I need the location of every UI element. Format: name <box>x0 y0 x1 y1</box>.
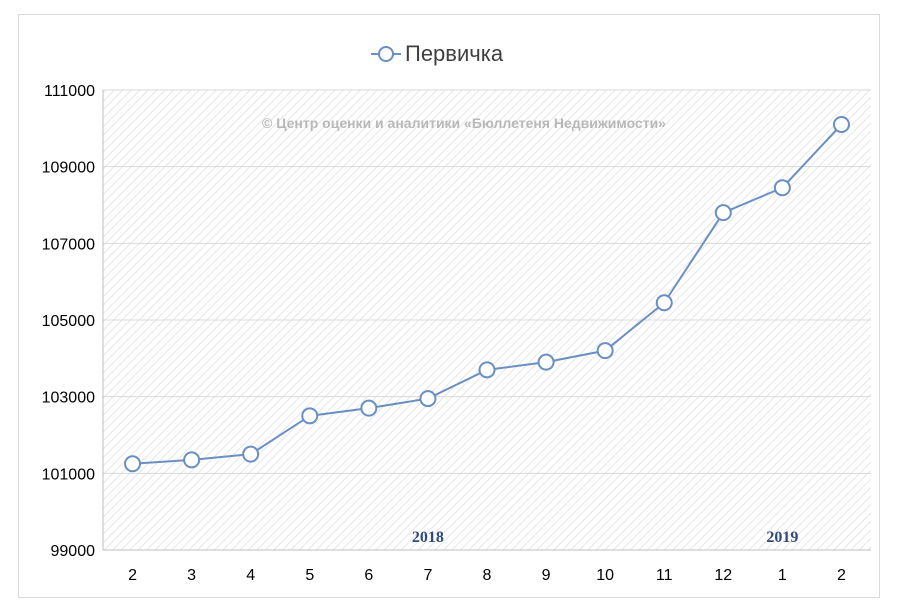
x-tick-label: 12 <box>714 567 732 584</box>
data-point <box>360 399 378 417</box>
y-tick-label: 107000 <box>42 236 95 253</box>
data-point <box>419 390 437 408</box>
year-label: 2019 <box>766 529 798 546</box>
legend-label: Первичка <box>405 41 504 66</box>
y-tick-label: 99000 <box>51 543 96 560</box>
x-tick-label: 6 <box>364 567 373 584</box>
data-point <box>301 407 319 425</box>
chart-frame: 99000 101000 103000 105000 107000 109000 11100… <box>18 14 880 598</box>
data-point <box>714 204 732 222</box>
x-tick-label: 8 <box>483 567 492 584</box>
x-tick-label: 2 <box>128 567 137 584</box>
x-tick-label: 10 <box>596 567 614 584</box>
x-tick-label: 2 <box>837 567 846 584</box>
legend: Первичка <box>371 41 504 66</box>
year-label: 2018 <box>412 529 444 546</box>
x-tick-label: 1 <box>778 567 787 584</box>
axes: 99000 101000 103000 105000 107000 109000 11100… <box>42 83 871 584</box>
data-point <box>655 294 673 312</box>
x-tick-label: 11 <box>656 567 673 584</box>
data-point <box>596 342 614 360</box>
legend-circle-marker <box>378 46 394 62</box>
y-tick-label: 111000 <box>44 83 95 100</box>
data-point <box>183 451 201 469</box>
y-tick-label: 103000 <box>42 390 95 407</box>
grid-lines <box>103 89 871 474</box>
x-tick-label: 4 <box>246 567 255 584</box>
watermark-text: © Центр оценки и аналитики «Бюллетеня Не… <box>262 115 666 131</box>
line-chart: 99000 101000 103000 105000 107000 109000 11100… <box>42 41 871 584</box>
x-tick-label: 7 <box>423 567 432 584</box>
y-tick-label: 101000 <box>42 466 95 483</box>
x-tick-label: 9 <box>542 567 551 584</box>
x-tick-label: 5 <box>305 567 314 584</box>
x-tick-label: 3 <box>187 567 196 584</box>
year-labels: 2018 2019 <box>412 529 798 546</box>
data-point <box>773 179 791 197</box>
series-layer <box>124 116 850 473</box>
data-point <box>242 445 260 463</box>
data-point <box>124 455 142 473</box>
data-point <box>478 361 496 379</box>
data-point <box>537 353 555 371</box>
y-tick-label: 105000 <box>42 313 95 330</box>
data-point <box>832 116 850 133</box>
y-tick-label: 109000 <box>42 160 95 177</box>
